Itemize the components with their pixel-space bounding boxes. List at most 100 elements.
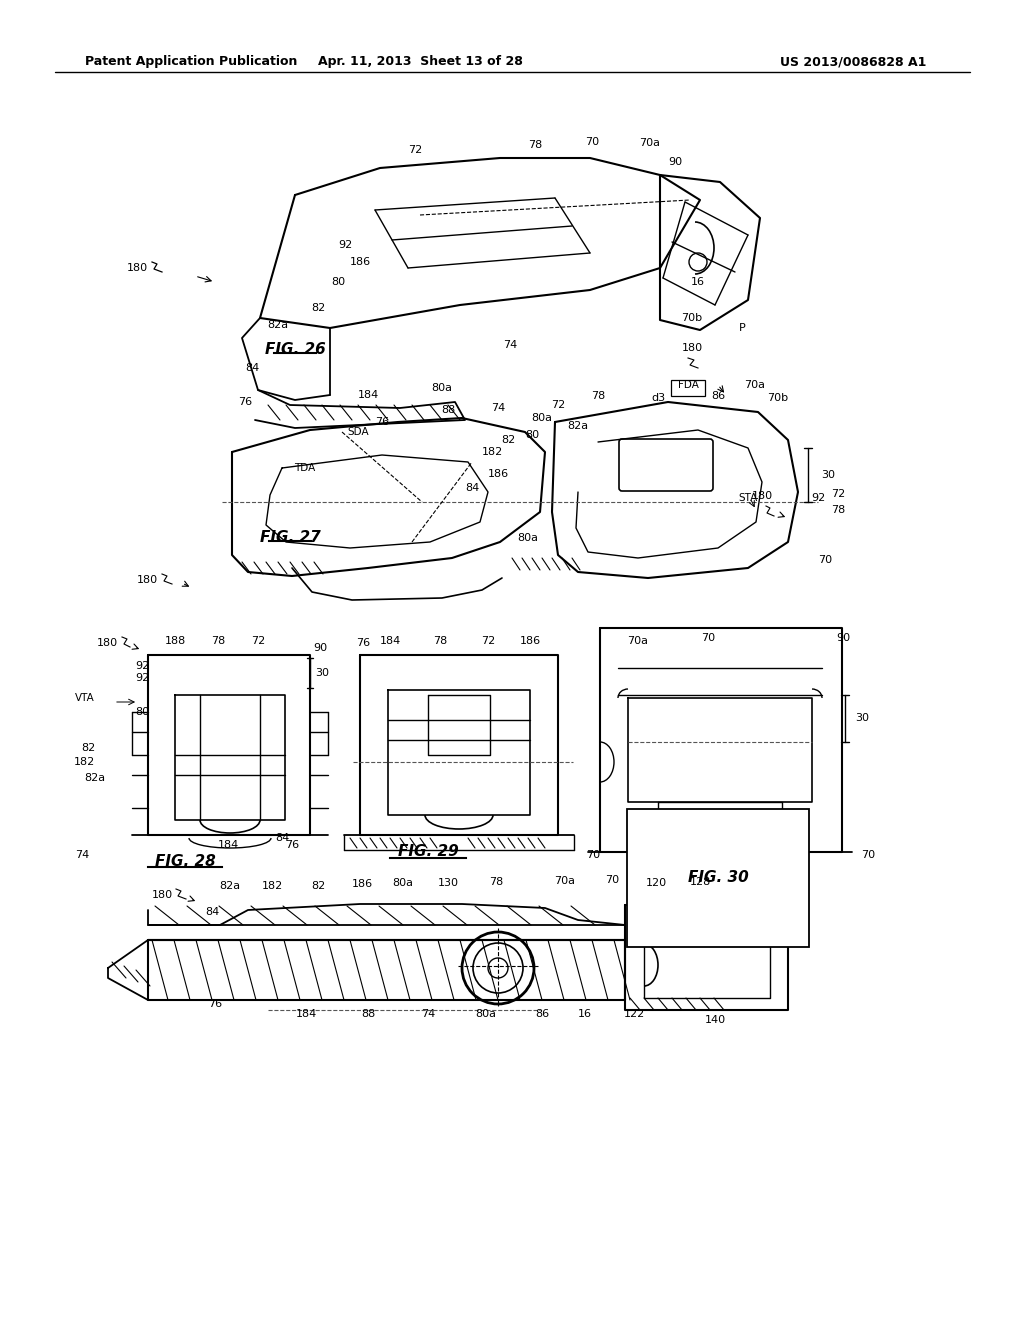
Text: 180: 180	[127, 263, 148, 273]
Text: 76: 76	[285, 840, 299, 850]
Text: 182: 182	[481, 447, 503, 457]
Text: 78: 78	[488, 876, 503, 887]
Text: 70: 70	[818, 554, 833, 565]
Text: 80a: 80a	[531, 413, 553, 422]
Text: 186: 186	[519, 636, 541, 645]
Text: 180: 180	[152, 890, 173, 900]
Text: 86: 86	[711, 391, 725, 401]
Text: 80a: 80a	[431, 383, 453, 393]
Text: 186: 186	[351, 879, 373, 888]
Text: d3: d3	[651, 393, 665, 403]
Text: 184: 184	[379, 636, 400, 645]
Text: TDA: TDA	[294, 463, 315, 473]
Text: 120: 120	[645, 878, 667, 888]
Text: 92: 92	[338, 240, 352, 249]
Text: 82: 82	[311, 880, 326, 891]
Text: 76: 76	[375, 417, 389, 426]
Text: 92: 92	[135, 673, 150, 682]
Text: 72: 72	[830, 488, 845, 499]
Text: FIG. 30: FIG. 30	[688, 870, 749, 886]
Text: 70a: 70a	[640, 139, 660, 148]
Text: 82a: 82a	[267, 319, 289, 330]
Text: 82: 82	[501, 436, 515, 445]
Text: 70a: 70a	[628, 636, 648, 645]
Text: 82: 82	[311, 304, 326, 313]
Text: 82a: 82a	[219, 880, 241, 891]
Text: 86: 86	[535, 1008, 549, 1019]
Text: 30: 30	[315, 668, 329, 678]
Text: P: P	[738, 323, 745, 333]
Text: 182: 182	[261, 880, 283, 891]
Text: STA: STA	[738, 492, 758, 503]
Text: 74: 74	[421, 1008, 435, 1019]
Text: 92: 92	[811, 492, 825, 503]
Text: 180: 180	[137, 576, 158, 585]
Text: 128: 128	[689, 876, 711, 887]
Text: 16: 16	[578, 1008, 592, 1019]
Text: FDA: FDA	[678, 380, 698, 389]
Text: 30: 30	[855, 713, 869, 723]
Text: 30: 30	[821, 470, 835, 480]
Text: 184: 184	[295, 1008, 316, 1019]
Text: 72: 72	[551, 400, 565, 411]
Text: 80a: 80a	[392, 878, 414, 888]
Text: 88: 88	[360, 1008, 375, 1019]
Text: SDA: SDA	[347, 426, 369, 437]
Text: 82: 82	[81, 743, 95, 752]
Text: 72: 72	[481, 636, 496, 645]
Text: 74: 74	[75, 850, 89, 861]
Text: 80: 80	[135, 708, 150, 717]
Text: 186: 186	[349, 257, 371, 267]
Text: 84: 84	[205, 907, 219, 917]
Text: 74: 74	[503, 341, 517, 350]
Text: 80a: 80a	[475, 1008, 497, 1019]
Text: 122: 122	[624, 1008, 645, 1019]
Text: FIG. 27: FIG. 27	[260, 531, 321, 545]
Text: VTA: VTA	[75, 693, 95, 704]
Text: FIG. 28: FIG. 28	[155, 854, 215, 870]
Text: 70b: 70b	[767, 393, 788, 403]
Text: Patent Application Publication: Patent Application Publication	[85, 55, 297, 69]
Text: 184: 184	[217, 840, 239, 850]
Text: 90: 90	[836, 634, 850, 643]
Text: 70: 70	[586, 850, 600, 861]
Text: 80: 80	[525, 430, 539, 440]
Text: 82a: 82a	[567, 421, 589, 432]
Text: 76: 76	[208, 999, 222, 1008]
Text: 70: 70	[605, 875, 620, 884]
Text: 180: 180	[752, 491, 772, 502]
Text: 188: 188	[165, 636, 185, 645]
Text: 180: 180	[681, 343, 702, 352]
Text: 78: 78	[211, 636, 225, 645]
Text: FIG. 26: FIG. 26	[264, 342, 326, 358]
Text: 82a: 82a	[84, 774, 105, 783]
Text: 78: 78	[591, 391, 605, 401]
Text: 70a: 70a	[555, 876, 575, 886]
Text: 90: 90	[313, 643, 327, 653]
Text: 70b: 70b	[681, 313, 702, 323]
Text: 84: 84	[274, 833, 289, 843]
Text: 70: 70	[861, 850, 876, 861]
Text: 76: 76	[356, 638, 370, 648]
Text: 180: 180	[97, 638, 118, 648]
Text: 70a: 70a	[744, 380, 766, 389]
Text: 88: 88	[441, 405, 455, 414]
Text: 90: 90	[668, 157, 682, 168]
Text: 78: 78	[528, 140, 542, 150]
Text: 78: 78	[433, 636, 447, 645]
Text: 72: 72	[251, 636, 265, 645]
Text: Apr. 11, 2013  Sheet 13 of 28: Apr. 11, 2013 Sheet 13 of 28	[317, 55, 522, 69]
Text: FIG. 29: FIG. 29	[397, 845, 459, 859]
Text: 74: 74	[490, 403, 505, 413]
Text: 80a: 80a	[517, 533, 539, 543]
Text: 130: 130	[437, 878, 459, 888]
Text: 184: 184	[357, 389, 379, 400]
Text: US 2013/0086828 A1: US 2013/0086828 A1	[780, 55, 927, 69]
Text: 70: 70	[585, 137, 599, 147]
Text: 140: 140	[705, 1015, 726, 1026]
Text: 84: 84	[245, 363, 259, 374]
Text: 84: 84	[465, 483, 479, 492]
Text: 80: 80	[331, 277, 345, 286]
Text: 182: 182	[74, 756, 95, 767]
Text: 78: 78	[830, 506, 845, 515]
